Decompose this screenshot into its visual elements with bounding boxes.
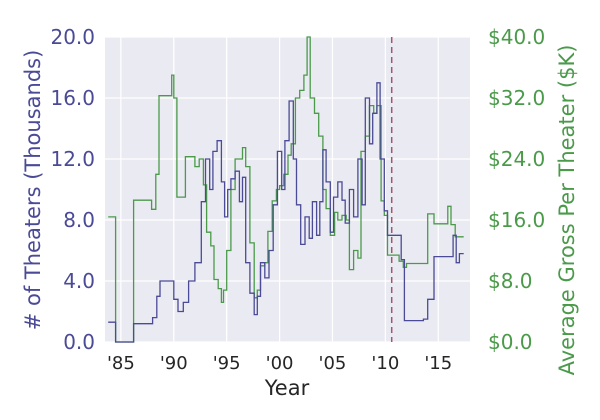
right-tick-label-3: $24.0 <box>488 147 545 171</box>
x-tick-label-4: '05 <box>319 353 347 374</box>
right-tick-label-2: $16.0 <box>488 208 545 232</box>
right-tick-label-4: $32.0 <box>488 86 545 110</box>
x-tick-label-0: '85 <box>107 353 135 374</box>
x-ticks: '85 '90 '95 '00 '05 '10 '15 <box>107 353 452 374</box>
left-tick-label-3: 12.0 <box>50 147 95 171</box>
right-tick-label-0: $0.0 <box>488 330 533 354</box>
left-tick-label-1: 4.0 <box>63 269 95 293</box>
series-layer <box>108 36 464 343</box>
right-y-axis-title: Average Gross Per Theater ($K) <box>555 45 579 376</box>
plot-background <box>105 37 470 342</box>
left-y-axis-title: # of Theaters (Thousands) <box>21 50 45 331</box>
x-tick-label-6: '15 <box>424 353 452 374</box>
x-tick-label-5: '10 <box>371 353 399 374</box>
x-tick-label-3: '00 <box>266 353 294 374</box>
theaters-series-line <box>108 82 464 343</box>
left-tick-label-2: 8.0 <box>63 208 95 232</box>
left-tick-label-4: 16.0 <box>50 86 95 110</box>
left-y-ticks: 0.0 4.0 8.0 12.0 16.0 20.0 <box>50 25 95 354</box>
right-tick-label-1: $8.0 <box>488 269 533 293</box>
left-tick-label-5: 20.0 <box>50 25 95 49</box>
right-y-ticks: $0.0 $8.0 $16.0 $24.0 $32.0 $40.0 <box>488 25 545 354</box>
gross-series-line <box>108 36 464 343</box>
left-tick-label-0: 0.0 <box>63 330 95 354</box>
x-tick-label-2: '95 <box>213 353 241 374</box>
x-tick-label-1: '90 <box>160 353 188 374</box>
right-tick-label-5: $40.0 <box>488 25 545 49</box>
x-axis-title: Year <box>264 376 310 400</box>
